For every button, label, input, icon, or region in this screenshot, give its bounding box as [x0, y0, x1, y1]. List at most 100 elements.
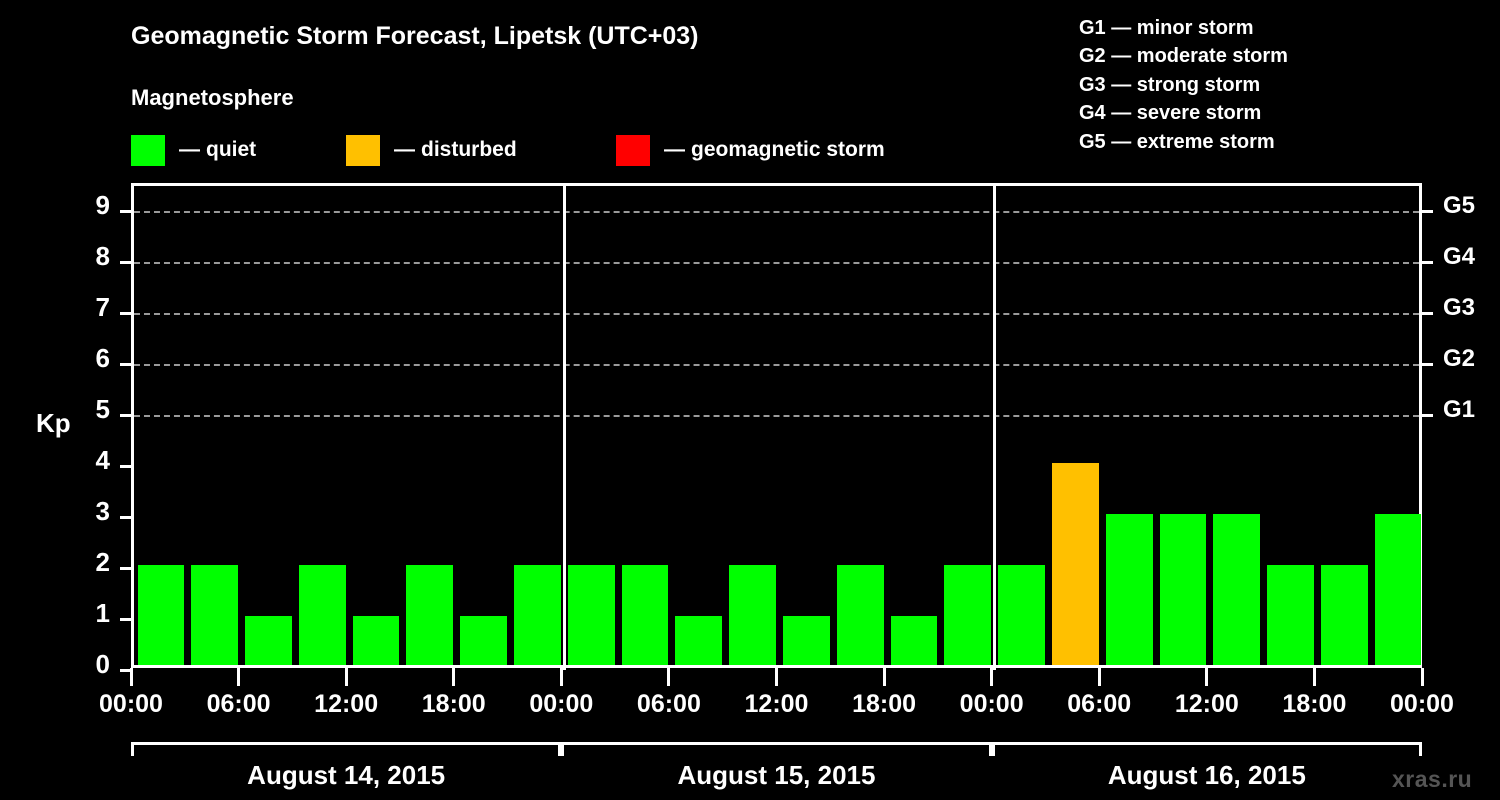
x-tick-8	[990, 668, 994, 686]
y-tick-3	[120, 515, 132, 519]
bar	[1213, 514, 1261, 667]
x-tick-10	[1205, 668, 1209, 686]
y-tick-1	[120, 617, 132, 621]
y-tick-right-G3	[1421, 311, 1433, 315]
g-axis-label-G3: G3	[1443, 294, 1476, 322]
x-tick-0	[129, 668, 133, 686]
x-tick-1	[237, 668, 241, 686]
y-tick-right-G1	[1421, 413, 1433, 417]
day-label: August 15, 2015	[677, 759, 876, 790]
x-tick-3	[452, 668, 456, 686]
gridline-kp-5	[134, 415, 1419, 418]
legend-swatch-quiet-icon	[131, 134, 165, 166]
g-scale-row-3: G3 — strong storm	[1079, 73, 1261, 96]
x-tick-label: 12:00	[744, 690, 809, 718]
day-label: August 16, 2015	[1107, 759, 1306, 790]
bar	[729, 565, 776, 667]
day-label: August 14, 2015	[247, 759, 446, 790]
y-axis-label-7: 7	[95, 292, 110, 323]
chart-subtitle: Magnetosphere	[131, 85, 294, 110]
x-tick-label: 12:00	[1174, 690, 1239, 718]
y-tick-right-G4	[1421, 260, 1433, 264]
page-title: Geomagnetic Storm Forecast, Lipetsk (UTC…	[131, 22, 699, 50]
bar	[621, 565, 669, 667]
plot-area	[120, 183, 1433, 672]
bar	[836, 565, 884, 667]
bar	[1267, 565, 1314, 667]
y-axis-label-3: 3	[95, 496, 110, 527]
legend-swatch-geomagnetic-storm-icon	[616, 134, 650, 166]
gridline-kp-6	[134, 364, 1419, 367]
y-tick-8	[120, 260, 132, 264]
g-scale-row-2: G2 — moderate storm	[1079, 45, 1288, 68]
x-tick-label: 18:00	[1282, 690, 1347, 718]
bar	[1105, 514, 1153, 667]
y-tick-7	[120, 311, 132, 315]
g-scale-legend: G1 — minor storm G2 — moderate storm G3 — …	[1079, 14, 1288, 156]
bar	[514, 565, 561, 667]
y-axis-label-1: 1	[95, 598, 110, 629]
x-tick-4	[559, 668, 563, 686]
y-tick-right-G5	[1421, 209, 1433, 213]
y-axis-label-5: 5	[95, 394, 110, 425]
x-tick-7	[882, 668, 886, 686]
bar	[460, 616, 508, 667]
y-tick-9	[120, 209, 132, 213]
day-divider-1	[562, 186, 566, 670]
x-tick-label: 18:00	[421, 690, 486, 718]
day-band-bracket-3	[991, 742, 1422, 756]
y-axis-label-6: 6	[95, 343, 110, 374]
y-tick-0	[120, 668, 132, 672]
gridline-kp-9	[134, 211, 1419, 214]
bar	[137, 565, 185, 667]
x-tick-12	[1420, 668, 1424, 686]
g-axis-label-G5: G5	[1443, 192, 1476, 220]
y-axis-title: Kp	[36, 408, 71, 438]
bar	[298, 565, 346, 667]
y-axis-label-0: 0	[95, 649, 110, 679]
legend-label: quiet	[206, 138, 257, 161]
bar	[1051, 463, 1099, 667]
y-tick-5	[120, 413, 132, 417]
y-axis-label-8: 8	[95, 241, 110, 272]
g-axis-label-G1: G1	[1443, 396, 1476, 424]
bar	[1374, 514, 1422, 667]
x-axis-line	[131, 665, 1422, 668]
legend-dash: —	[179, 138, 200, 161]
x-tick-label: 12:00	[314, 690, 379, 718]
g-axis-label-G2: G2	[1443, 345, 1476, 373]
y-axis-label-2: 2	[95, 547, 110, 578]
x-tick-label: 06:00	[1067, 690, 1132, 718]
y-tick-6	[120, 362, 132, 366]
y-tick-2	[120, 566, 132, 570]
gridline-kp-7	[134, 313, 1419, 316]
legend-item-quiet: — quiet	[131, 133, 256, 167]
x-tick-9	[1097, 668, 1101, 686]
y-axis-label-9: 9	[95, 190, 110, 221]
x-tick-label: 00:00	[529, 690, 594, 718]
x-tick-label: 06:00	[636, 690, 701, 718]
g-scale-row-1: G1 — minor storm	[1079, 17, 1254, 39]
legend-dash: —	[664, 138, 685, 161]
day-band-bracket-1	[131, 742, 562, 756]
bar	[567, 565, 615, 667]
day-divider-2	[993, 186, 997, 670]
g-scale-row-4: G4 — severe storm	[1079, 102, 1262, 125]
y-tick-4	[120, 464, 132, 468]
legend-label: geomagnetic storm	[691, 138, 885, 161]
g-scale-row-5: G5 — extreme storm	[1079, 130, 1275, 153]
bar	[783, 616, 830, 667]
day-band-bracket-2	[561, 742, 992, 756]
bar	[998, 565, 1045, 667]
bar	[675, 616, 723, 667]
watermark: xras.ru	[1392, 766, 1473, 792]
x-tick-label: 18:00	[852, 690, 917, 718]
x-tick-11	[1312, 668, 1316, 686]
bar	[352, 616, 400, 667]
legend-swatch-disturbed-icon	[346, 134, 380, 166]
legend-dash: —	[394, 138, 415, 161]
bar	[1320, 565, 1368, 667]
x-tick-label: 00:00	[959, 690, 1024, 718]
bar	[1159, 514, 1207, 667]
